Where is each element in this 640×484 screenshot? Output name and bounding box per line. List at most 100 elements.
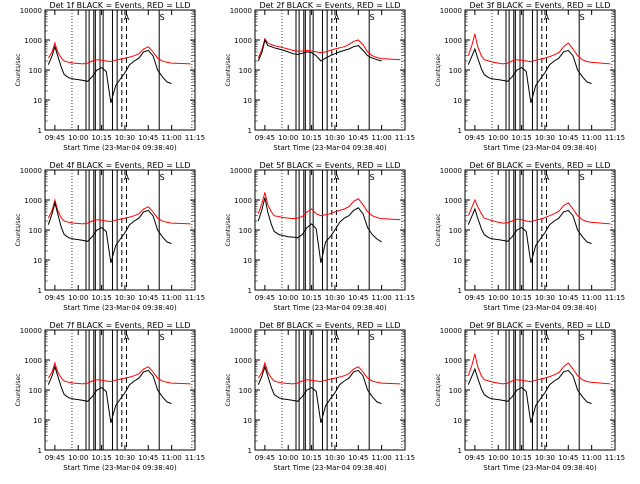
x-tick-label: 11:00 [582, 134, 602, 142]
x-tick-label: 10:30 [325, 454, 345, 462]
x-tick-label: 11:00 [162, 294, 182, 302]
events-series-line [47, 45, 172, 104]
lld-series-line [47, 198, 191, 225]
panel-title: Det 4f BLACK = Events, RED = LLD [49, 161, 190, 170]
x-tick-label: 11:15 [605, 294, 625, 302]
x-tick-label: 10:00 [278, 294, 298, 302]
events-series-line [257, 365, 382, 424]
x-tick-label: 11:15 [185, 294, 205, 302]
plot-frame [44, 169, 196, 291]
x-axis-label: Start Time (23-Mar-04 09:38:40) [273, 304, 387, 312]
panel-title: Det 1f BLACK = Events, RED = LLD [49, 1, 190, 10]
y-tick-label: 1 [458, 447, 462, 455]
marker-letter: A [334, 173, 340, 182]
marker-letter: A [124, 333, 130, 342]
events-series-line [257, 38, 382, 62]
y-tick-label: 100 [449, 387, 462, 395]
plot-frame [464, 169, 616, 291]
y-tick-label: 1 [38, 447, 42, 455]
y-tick-label: 1000 [444, 357, 462, 365]
plot-frame [44, 329, 196, 451]
y-axis-label: Counts/sec [435, 53, 442, 86]
x-axis-label: Start Time (23-Mar-04 09:38:40) [483, 464, 597, 472]
y-tick-label: 10000 [230, 167, 252, 175]
x-tick-label: 10:45 [348, 294, 368, 302]
y-tick-label: 1000 [234, 37, 252, 45]
x-tick-label: 10:45 [348, 454, 368, 462]
x-tick-label: 10:30 [535, 294, 555, 302]
y-tick-label: 10 [453, 97, 462, 105]
x-tick-label: 11:15 [605, 134, 625, 142]
x-tick-label: 10:45 [138, 134, 158, 142]
marker-letter: A [544, 173, 550, 182]
lld-series-line [47, 361, 191, 385]
x-tick-label: 10:00 [68, 134, 88, 142]
x-tick-label: 10:15 [91, 454, 111, 462]
y-tick-label: 100 [449, 227, 462, 235]
marker-letter: S [370, 333, 375, 342]
x-tick-label: 10:00 [278, 454, 298, 462]
y-tick-label: 10000 [440, 327, 462, 335]
y-tick-label: 1000 [24, 357, 42, 365]
y-tick-label: 100 [29, 387, 42, 395]
y-tick-label: 1000 [24, 197, 42, 205]
marker-letter: A [334, 333, 340, 342]
y-tick-label: 1 [38, 287, 42, 295]
y-tick-label: 10 [243, 257, 252, 265]
x-tick-label: 10:00 [488, 454, 508, 462]
panel-title: Det 2f BLACK = Events, RED = LLD [259, 1, 400, 10]
lld-series-line [467, 198, 611, 225]
x-tick-label: 10:45 [558, 454, 578, 462]
y-tick-label: 10 [243, 97, 252, 105]
x-tick-label: 10:45 [348, 134, 368, 142]
marker-letter: A [544, 333, 550, 342]
x-tick-label: 10:00 [278, 134, 298, 142]
y-tick-label: 1 [38, 127, 42, 135]
x-tick-label: 10:30 [115, 454, 135, 462]
panel-title: Det 5f BLACK = Events, RED = LLD [259, 161, 400, 170]
y-axis-label: Counts/sec [225, 213, 232, 246]
y-tick-label: 1000 [24, 37, 42, 45]
x-tick-label: 10:15 [91, 134, 111, 142]
x-tick-label: 10:45 [138, 294, 158, 302]
y-axis-label: Counts/sec [435, 373, 442, 406]
events-series-line [257, 197, 382, 264]
plot-frame [254, 169, 406, 291]
events-series-line [467, 207, 592, 264]
x-tick-label: 09:45 [465, 454, 485, 462]
y-tick-label: 10000 [20, 167, 42, 175]
panel-title: Det 8f BLACK = Events, RED = LLD [259, 321, 400, 330]
lld-series-line [47, 41, 191, 65]
y-tick-label: 10000 [20, 327, 42, 335]
x-tick-label: 11:00 [372, 134, 392, 142]
y-tick-label: 10 [33, 257, 42, 265]
panel-7: Det 7f BLACK = Events, RED = LLD 1 10 100 10… [15, 321, 205, 472]
plot-frame [44, 9, 196, 131]
x-tick-label: 10:45 [558, 134, 578, 142]
x-axis-label: Start Time (23-Mar-04 09:38:40) [483, 304, 597, 312]
y-tick-label: 100 [239, 227, 252, 235]
lld-series-line [257, 37, 401, 61]
y-tick-label: 100 [239, 67, 252, 75]
y-tick-label: 1000 [444, 37, 462, 45]
panel-9: Det 9f BLACK = Events, RED = LLD 1 10 100 10… [435, 321, 625, 472]
marker-letter: S [580, 13, 585, 22]
marker-letter: S [160, 333, 165, 342]
plot-frame [464, 9, 616, 131]
marker-letter: A [124, 173, 130, 182]
x-tick-label: 10:30 [325, 294, 345, 302]
y-tick-label: 10 [243, 417, 252, 425]
x-axis-label: Start Time (23-Mar-04 09:38:40) [63, 304, 177, 312]
x-tick-label: 11:00 [582, 294, 602, 302]
y-axis-label: Counts/sec [225, 373, 232, 406]
x-tick-label: 09:45 [255, 134, 275, 142]
y-tick-label: 10000 [230, 7, 252, 15]
x-tick-label: 10:15 [511, 294, 531, 302]
x-tick-label: 10:30 [535, 134, 555, 142]
marker-letter: A [334, 13, 340, 22]
panel-1: Det 1f BLACK = Events, RED = LLD 1 10 100 10… [15, 1, 205, 152]
x-tick-label: 11:00 [372, 294, 392, 302]
marker-letter: S [370, 173, 375, 182]
x-axis-label: Start Time (23-Mar-04 09:38:40) [273, 464, 387, 472]
